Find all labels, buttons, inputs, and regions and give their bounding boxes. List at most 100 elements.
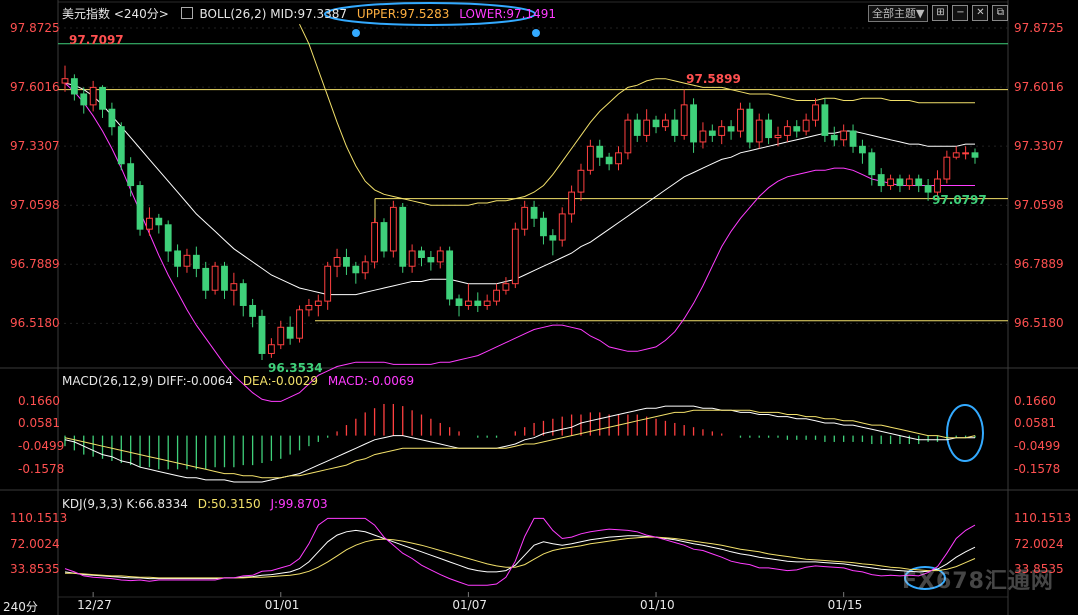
candle-body <box>258 315 266 354</box>
highlight-ellipse-header <box>324 2 536 26</box>
price-tick-left: 97.3307 <box>10 139 60 154</box>
candle-body <box>699 130 707 143</box>
x-tick-label: 12/27 <box>77 598 112 612</box>
candle-body <box>783 126 791 136</box>
candle-body <box>952 152 960 158</box>
candle-body <box>221 265 228 291</box>
theme-select[interactable]: 全部主题▼ <box>868 5 929 22</box>
candle-body <box>887 178 894 187</box>
candle-body <box>146 217 153 230</box>
candle-body <box>521 206 529 230</box>
candle-body <box>324 265 332 302</box>
candle-body <box>652 119 660 128</box>
period-label[interactable]: 240分 <box>3 600 38 614</box>
kdj-label[interactable]: KDJ(9,3,3) <box>62 497 123 511</box>
price-tick-left: 97.8725 <box>10 20 60 35</box>
kdj-tick-right: 33.8535 <box>1014 562 1064 577</box>
candle-body <box>586 145 594 171</box>
boll-label[interactable]: BOLL(26,2) <box>199 7 267 21</box>
kdj-j-line <box>64 517 976 586</box>
candle-body <box>183 254 191 267</box>
candle-body <box>793 126 801 132</box>
candle-body <box>70 78 78 95</box>
candle-body <box>558 213 566 241</box>
candle-body <box>821 104 829 136</box>
indicator-icon <box>180 7 193 19</box>
macd-diff: DIFF:-0.0064 <box>156 374 233 388</box>
candle-body <box>812 104 819 121</box>
candle-body <box>427 257 435 263</box>
candle-body <box>164 224 172 252</box>
macd-panel-header: MACD(26,12,9) DIFF:-0.0064 DEA:-0.0029 M… <box>62 373 414 389</box>
macd-tick-left: 0.0581 <box>18 416 60 431</box>
close-icon[interactable]: ✕ <box>972 5 989 21</box>
candle-body <box>511 228 519 285</box>
kdj-tick-right: 72.0024 <box>1014 536 1064 551</box>
candle-body <box>117 126 125 165</box>
candle-body <box>155 217 163 226</box>
candle-body <box>418 250 425 259</box>
candle-body <box>296 309 303 339</box>
kdj-k: K:66.8334 <box>126 497 188 511</box>
boll-upper: UPPER:97.5283 <box>356 7 450 21</box>
price-tick-right: 96.5180 <box>1014 316 1064 331</box>
candle-body <box>840 130 848 141</box>
restore-icon[interactable]: ⧉ <box>992 5 1009 21</box>
candle-body <box>474 300 482 306</box>
macd-tick-left: -0.1578 <box>18 461 65 476</box>
macd-tick-right: -0.0499 <box>1014 439 1061 454</box>
highlight-ellipse-macd <box>946 404 984 462</box>
minimize-icon[interactable]: − <box>952 5 969 21</box>
price-panel-header: 美元指数 <240分> BOLL(26,2) MID:97.3387 UPPER… <box>62 6 556 22</box>
candle-body <box>230 283 238 291</box>
candle-body <box>549 235 557 241</box>
candle-body <box>389 206 397 252</box>
macd-tick-left: 0.1660 <box>18 393 60 408</box>
candle-body <box>267 344 275 354</box>
max-price-label: 97.7097 <box>69 33 124 48</box>
macd-value: MACD:-0.0069 <box>327 374 415 388</box>
candle-body <box>708 130 716 136</box>
macd-dea: DEA:-0.0029 <box>242 374 318 388</box>
candle-body <box>408 250 416 267</box>
candle-body <box>924 185 932 193</box>
kdj-d: D:50.3150 <box>197 497 261 511</box>
macd-tick-left: -0.0499 <box>18 439 65 454</box>
boll-mid: MID:97.3387 <box>270 7 348 21</box>
candle-body <box>399 206 407 267</box>
candle-body <box>877 174 885 187</box>
kdj-tick-right: 110.1513 <box>1014 511 1072 526</box>
candle-body <box>615 152 622 165</box>
period-tag[interactable]: <240分> <box>113 7 169 21</box>
grid-icon[interactable]: ⊞ <box>932 5 949 21</box>
candle-body <box>493 289 500 302</box>
candle-body <box>436 250 444 263</box>
candle-body <box>905 178 913 187</box>
min-price-label: 96.3534 <box>268 361 323 376</box>
boll-lower: LOWER:97.1491 <box>459 7 557 21</box>
candle-body <box>380 222 388 252</box>
candle-body <box>737 108 744 132</box>
candle-body <box>530 206 538 219</box>
candle-body <box>690 104 697 143</box>
candle-body <box>596 145 604 158</box>
price-tick-right: 96.7889 <box>1014 257 1064 272</box>
candle-body <box>568 191 576 215</box>
price-tick-left: 96.5180 <box>10 316 60 331</box>
candle-body <box>89 86 97 106</box>
price-tick-right: 97.8725 <box>1014 20 1064 35</box>
candle-body <box>483 300 491 306</box>
candle-body <box>633 119 641 136</box>
marker-dot <box>532 29 540 37</box>
price-tick-left: 97.0598 <box>10 198 60 213</box>
candle-body <box>446 250 454 300</box>
price-tick-right: 97.0598 <box>1014 198 1064 213</box>
candle-body <box>249 304 257 317</box>
x-tick-label: 01/01 <box>264 598 300 612</box>
boll-mid-line <box>64 82 975 296</box>
kdj-k-line <box>64 529 976 580</box>
macd-label[interactable]: MACD(26,12,9) <box>62 374 154 388</box>
candle-body <box>577 169 585 193</box>
candle-body <box>896 178 904 187</box>
